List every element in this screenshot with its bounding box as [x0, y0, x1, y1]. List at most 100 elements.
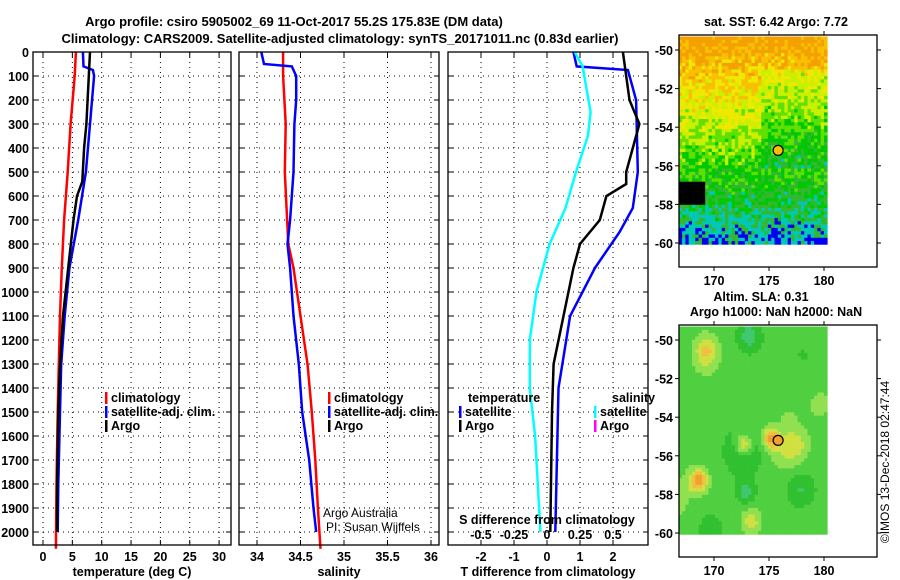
map-cell	[685, 155, 689, 159]
map-cell	[748, 481, 752, 486]
map-cell	[682, 49, 686, 54]
map-cell	[781, 145, 785, 149]
map-cell	[728, 56, 732, 60]
map-cell	[701, 105, 706, 110]
map-cell	[781, 188, 785, 192]
map-cell	[715, 432, 719, 436]
map-cell	[748, 171, 752, 176]
map-cell	[774, 89, 779, 93]
map-cell	[738, 451, 742, 456]
map-cell	[777, 79, 782, 83]
map-cell	[705, 346, 709, 350]
map-cell	[695, 79, 699, 83]
map-cell	[800, 112, 805, 116]
map-cell	[705, 56, 709, 60]
map-cell	[754, 53, 759, 57]
map-cell	[721, 521, 726, 525]
map-cell	[758, 329, 762, 334]
map-cell	[725, 43, 729, 47]
map-cell	[711, 494, 716, 499]
map-cell	[774, 171, 779, 176]
legend-label: climatology	[334, 391, 404, 405]
map-cell	[728, 501, 732, 505]
map-cell	[734, 471, 739, 476]
map-cell	[725, 415, 729, 420]
map-cell	[767, 527, 772, 532]
map-cell	[725, 425, 729, 430]
map-cell	[711, 484, 716, 489]
map-cell	[678, 36, 683, 41]
map-cell	[744, 385, 749, 390]
argo-float-marker	[772, 144, 784, 156]
map-cell	[754, 115, 759, 120]
map-cell	[754, 428, 759, 433]
map-cell	[688, 72, 693, 77]
map-cell	[781, 218, 785, 222]
map-cell	[721, 504, 726, 509]
map-cell	[711, 428, 716, 433]
map-cell	[758, 112, 762, 116]
map-cell	[754, 188, 759, 192]
map-cell	[744, 115, 749, 120]
map-cell	[754, 372, 759, 377]
map-cell	[797, 125, 802, 130]
map-cell	[682, 119, 686, 123]
map-cell	[758, 395, 762, 400]
map-cell	[688, 214, 693, 219]
map-cell	[695, 352, 699, 357]
map-cell	[701, 161, 706, 166]
map-cell	[705, 178, 709, 182]
map-cell	[711, 418, 716, 423]
map-cell	[751, 484, 755, 489]
map-cell	[685, 409, 689, 413]
map-cell	[725, 422, 729, 426]
map-cell	[754, 418, 759, 423]
map-cell	[715, 455, 719, 459]
map-cell	[682, 521, 686, 525]
map-cell	[705, 458, 709, 463]
map-cell	[820, 168, 825, 173]
y-tick-label: 1900	[1, 502, 29, 516]
map-cell	[705, 237, 709, 242]
map-cell	[705, 76, 709, 80]
map-cell	[692, 138, 696, 143]
map-cell	[721, 412, 726, 416]
map-cell	[764, 145, 769, 149]
map-cell	[764, 231, 769, 235]
map-cell	[701, 214, 706, 219]
map-cell	[820, 49, 825, 54]
map-cell	[784, 185, 788, 189]
map-cell	[787, 198, 792, 202]
map-cell	[758, 145, 762, 149]
map-cell	[715, 43, 719, 47]
map-cell	[708, 39, 713, 44]
map-cell	[705, 425, 709, 430]
map-cell	[758, 402, 762, 406]
map-cell	[767, 132, 772, 136]
map-cell	[725, 204, 729, 209]
map-cell	[708, 405, 713, 410]
map-cell	[800, 132, 805, 136]
map-cell	[682, 399, 686, 403]
map-cell	[725, 125, 729, 130]
map-cell	[761, 138, 765, 143]
map-cell	[754, 352, 759, 357]
map-cell	[761, 132, 765, 136]
map-cell	[701, 346, 706, 350]
map-cell	[748, 185, 752, 189]
map-cell	[748, 175, 752, 179]
map-cell	[728, 438, 732, 443]
map-cell	[728, 402, 732, 406]
map-cell	[695, 49, 699, 54]
map-cell	[692, 376, 696, 380]
map-cell	[685, 484, 689, 489]
map-cell	[678, 201, 683, 206]
map-cell	[824, 165, 828, 169]
map-cell	[688, 501, 693, 505]
map-cell	[731, 521, 736, 525]
map-cell	[751, 458, 755, 463]
y-tick-label: 700	[8, 214, 29, 228]
map-cell	[688, 194, 693, 199]
map-cell	[748, 218, 752, 222]
map-cell	[807, 198, 812, 202]
